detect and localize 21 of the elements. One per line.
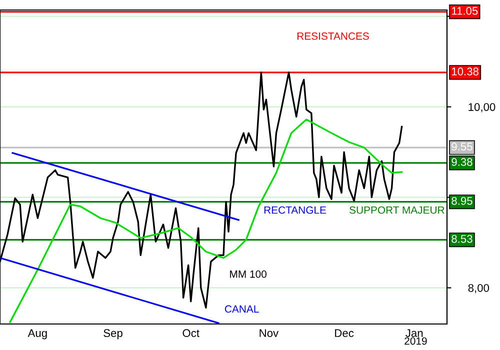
ref-line-label: 9.38 — [452, 158, 472, 166]
x-tick-label: Aug — [28, 329, 47, 340]
x-tick-label: Oct — [182, 329, 200, 338]
annotation: MM 100 — [230, 270, 266, 278]
y-tick-label: 10,00 — [468, 103, 496, 112]
line-series — [9, 118, 403, 324]
ref-line-label: 8.53 — [452, 234, 472, 243]
x-tick-label: Dec — [335, 329, 354, 338]
annotation: CANAL — [224, 305, 259, 313]
ref-line-label: 9.55 — [452, 142, 472, 151]
y-tick-label: 8,00 — [468, 284, 490, 294]
annotation: RESISTANCES — [297, 32, 369, 40]
annotation: SUPPORT MAJEUR — [350, 206, 444, 214]
ref-line-label: 10.38 — [452, 68, 478, 76]
x-tick-label: Nov — [260, 329, 279, 338]
annotation: RECTANGLE — [264, 206, 326, 214]
ref-line-label: 11.05 — [452, 6, 478, 15]
x-tick-label: Sep — [104, 329, 122, 340]
ref-line-label: 8.95 — [452, 196, 472, 205]
text: 2019 — [404, 337, 427, 345]
x-tick-label: Jan — [406, 329, 423, 338]
